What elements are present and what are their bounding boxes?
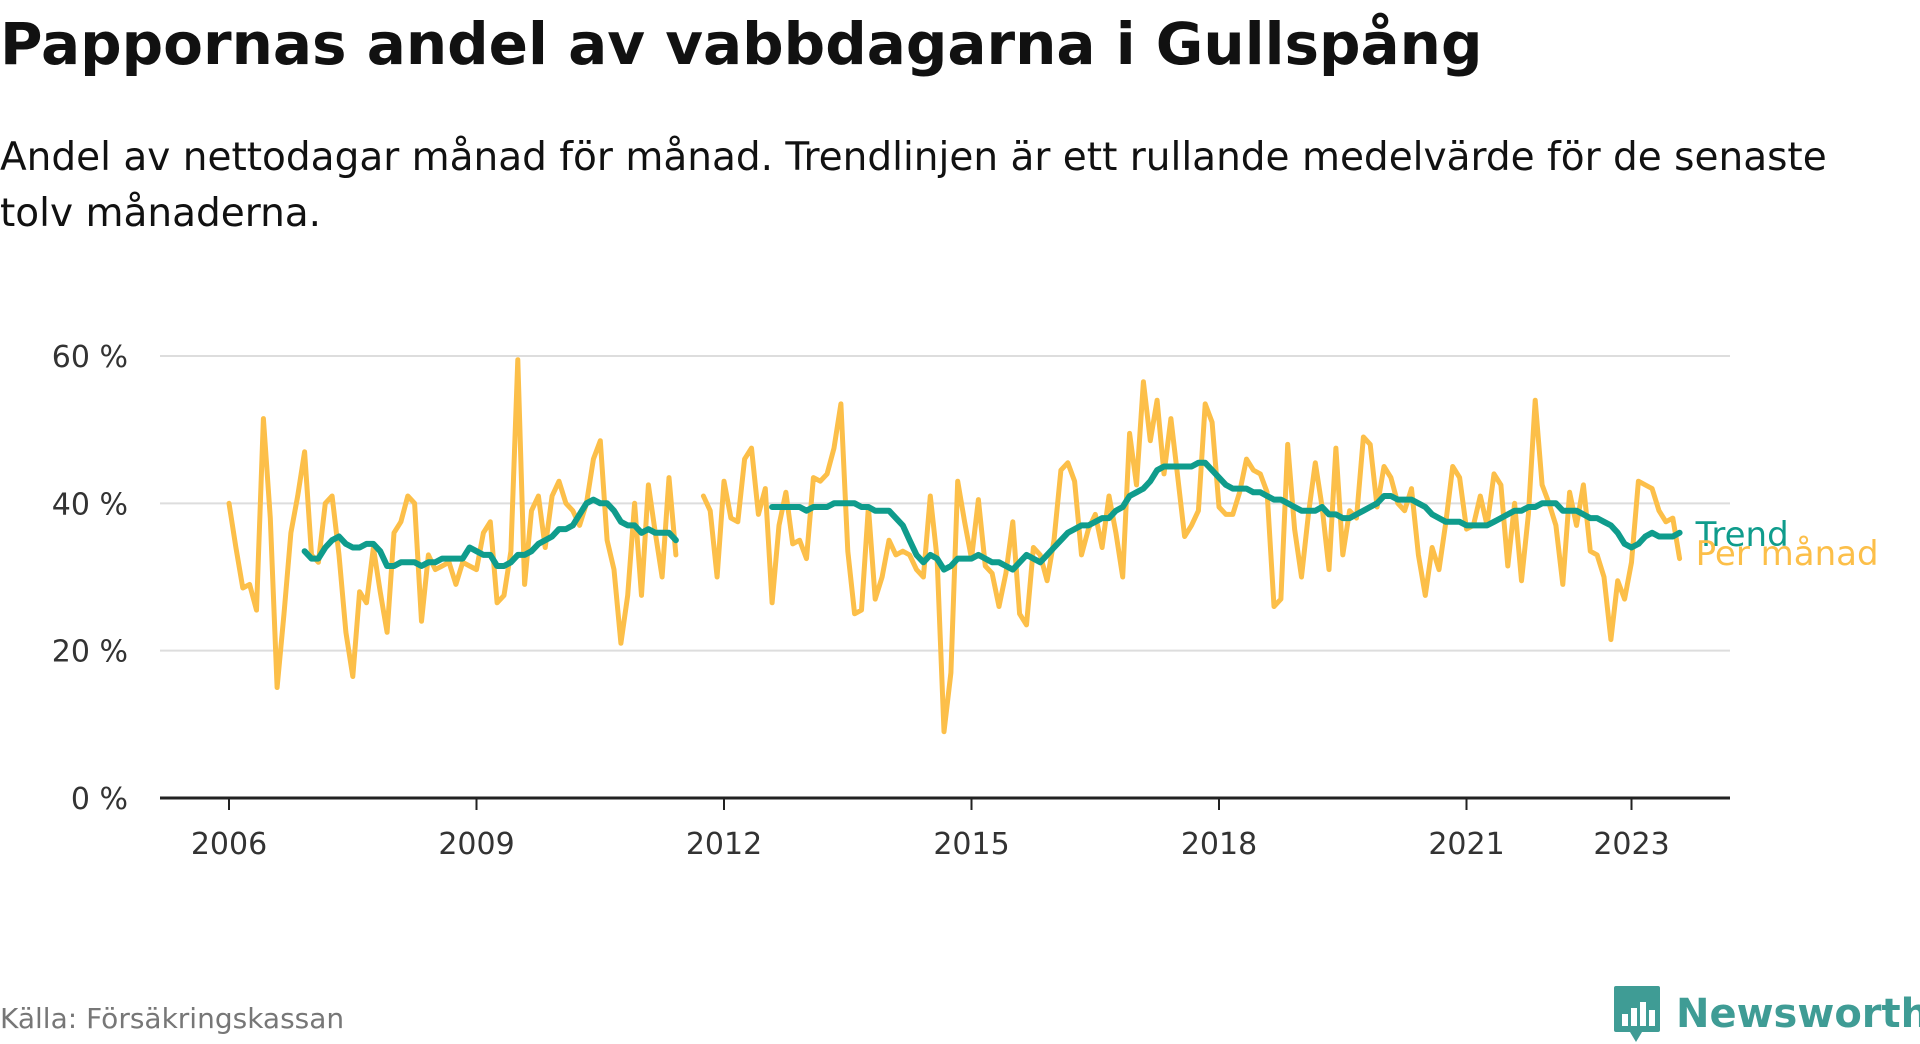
x-tick-label: 2015 [933, 827, 1009, 862]
chart-title: Pappornas andel av vabbdagarna i Gullspå… [0, 10, 1483, 78]
line-chart: 0 % 20 % 40 % 60 % 2006 2009 2012 2015 2018 2021 2… [52, 340, 1879, 862]
series [226, 357, 1683, 735]
series-label-monthly: Per månad [1696, 534, 1879, 574]
y-tick-label: 60 % [52, 340, 128, 375]
y-tick-label: 40 % [52, 487, 128, 522]
source-note: Källa: Försäkringskassan [0, 1002, 345, 1035]
x-tick-label: 2018 [1181, 827, 1257, 862]
y-tick-label: 0 % [71, 782, 128, 817]
gridlines [160, 355, 1730, 652]
axes: 0 % 20 % 40 % 60 % 2006 2009 2012 2015 2018 2021 2… [52, 340, 1730, 862]
series-line-trend [301, 459, 1683, 573]
x-tick-label: 2021 [1428, 827, 1504, 862]
brand-logo: Newsworthy [1612, 984, 1920, 1044]
series-line-monthly [226, 357, 1683, 735]
chart-subtitle: Andel av nettodagar månad för månad. Tre… [0, 135, 1827, 236]
y-tick-label: 20 % [52, 635, 128, 670]
x-tick-label: 2006 [191, 827, 267, 862]
series-label-trend: Trend [1695, 515, 1789, 555]
newsworthy-logo-icon [1614, 986, 1660, 1042]
x-tick-label: 2023 [1593, 827, 1669, 862]
x-tick-label: 2012 [686, 827, 762, 862]
brand-name: Newsworthy [1676, 991, 1920, 1037]
x-tick-label: 2009 [438, 827, 514, 862]
